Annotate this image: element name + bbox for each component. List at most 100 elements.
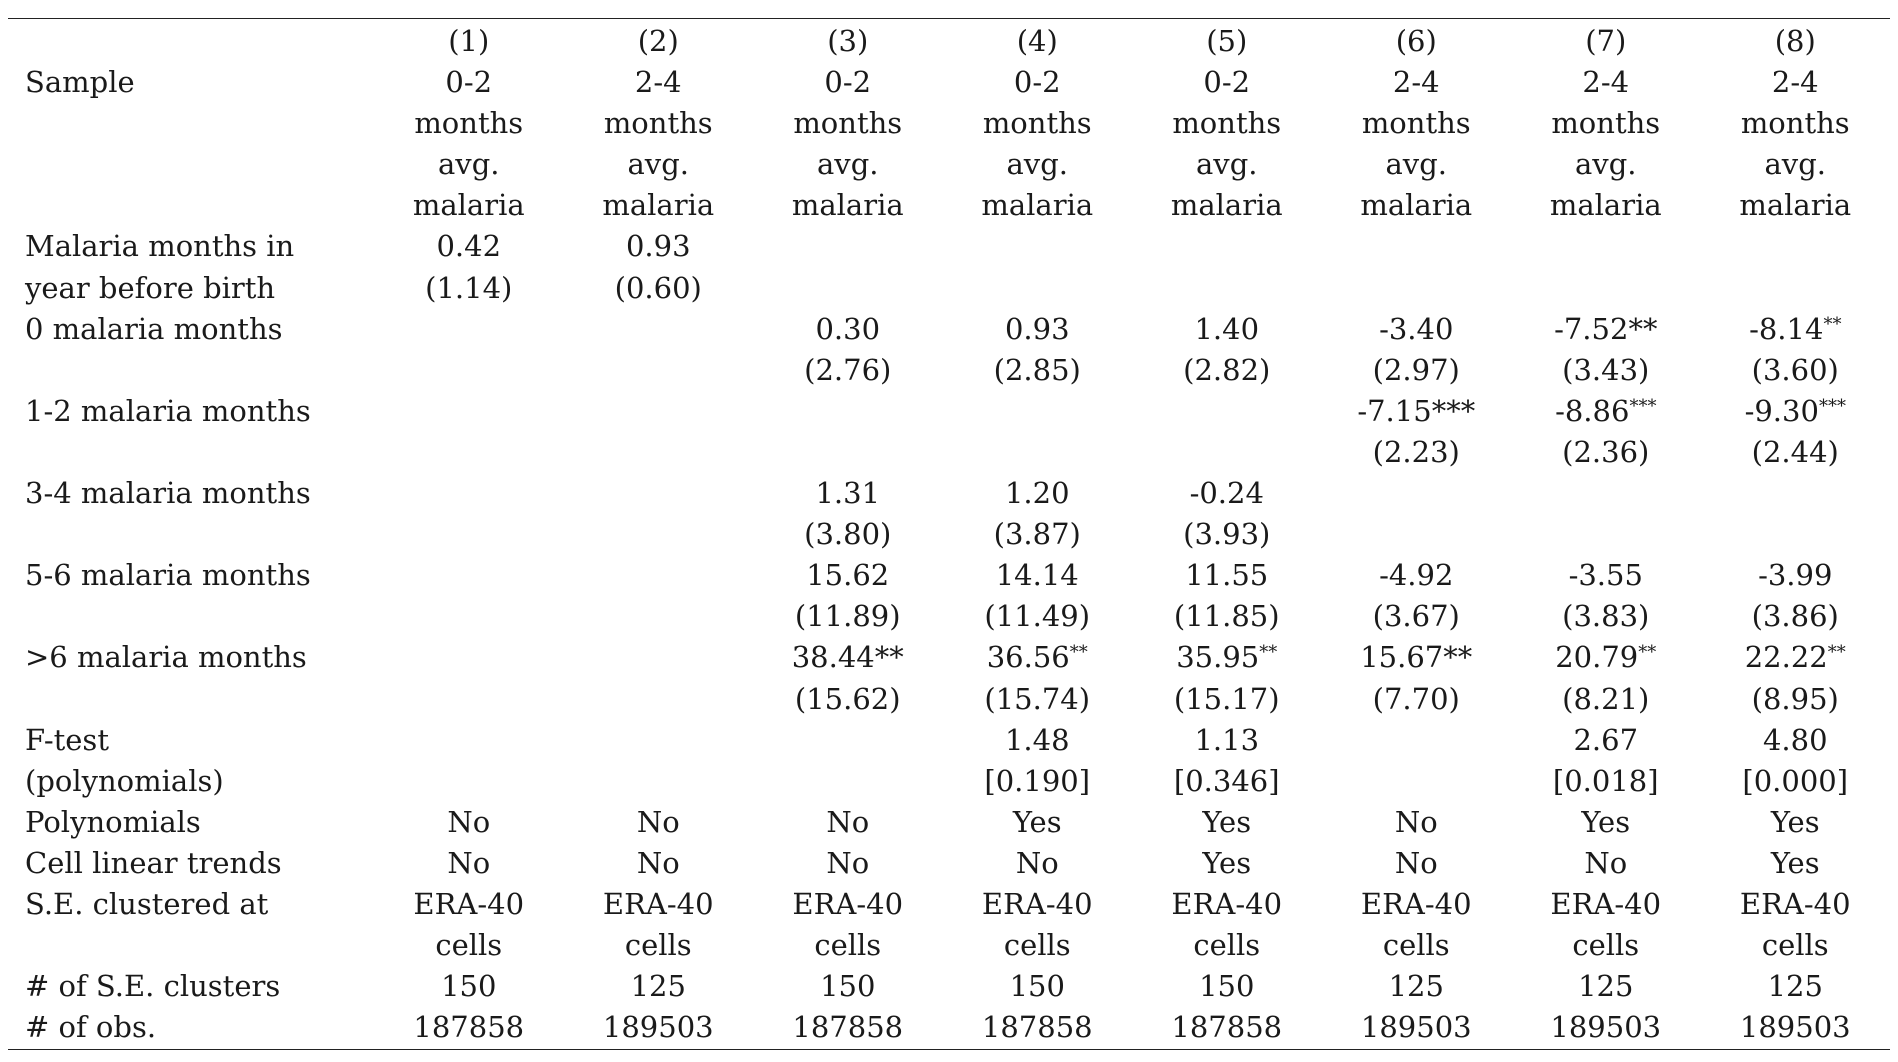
cell-col-1: months [414, 106, 524, 141]
cell-col-7: No [1584, 845, 1628, 880]
cell-col-1 [374, 309, 564, 350]
cell-col-6: -4.92 [1379, 558, 1454, 593]
cell-col-7: (3.83) [1562, 599, 1650, 634]
regression-table: (1) (2) (3) (4) (5) (6) (7) (8) Sample 0-2 2-4 0-2 0… [8, 21, 1890, 1048]
cell-col-8: 22.22** [1701, 637, 1891, 678]
cell-col-6: (7.70) [1372, 681, 1460, 716]
cell-col-3: (11.89) [794, 599, 901, 634]
cell-col-7: ERA-40 [1550, 886, 1662, 921]
cell-col-7: -7.52** [1511, 309, 1701, 350]
cell-col-6: ERA-40 [1360, 886, 1472, 921]
cell-col-2: 2-4 [634, 65, 682, 100]
cell-col-6 [1322, 720, 1512, 761]
table-row: months months months months months months mont… [8, 103, 1890, 144]
cut-off-table-title [0, 0, 1898, 8]
cell-col-8: avg. [1764, 147, 1826, 182]
row-label [8, 679, 374, 720]
cell-col-1 [374, 596, 564, 637]
table-row: malaria malaria malaria malaria malaria malar… [8, 185, 1890, 226]
cell-col-8: 2-4 [1771, 65, 1819, 100]
cell-col-2: avg. [627, 147, 689, 182]
cell-col-8: (8.95) [1751, 681, 1839, 716]
table-row: 1-2 malaria months -7.15*** -8.86*** -9.30*… [8, 391, 1890, 432]
cell-col-1: 187858 [413, 1010, 525, 1045]
cell-col-6: 189503 [1360, 1010, 1472, 1045]
cell-col-4 [943, 391, 1133, 432]
row-label: Polynomials [25, 804, 201, 839]
cell-col-6: (2.97) [1372, 352, 1460, 387]
cell-col-4: 1.48 [1004, 722, 1070, 757]
cell-col-8: 125 [1767, 969, 1823, 1004]
row-label: # of S.E. clusters [25, 969, 281, 1004]
cut-off-table-notes [24, 1052, 1884, 1062]
table-row: # of S.E. clusters 150 125 150 150 150 125 125 1… [8, 966, 1890, 1007]
significance-stars: ** [1069, 642, 1088, 664]
row-label: year before birth [25, 270, 276, 305]
cell-col-1: No [447, 804, 491, 839]
cell-col-4: 36.56** [943, 637, 1133, 678]
cell-col-2 [564, 679, 754, 720]
cell-col-1 [374, 473, 564, 514]
cell-col-5: avg. [1196, 147, 1258, 182]
cell-col-6: months [1361, 106, 1471, 141]
row-label: >6 malaria months [25, 640, 307, 675]
table-row: Cell linear trends No No No No Yes No No Yes [8, 843, 1890, 884]
coefficient-value: -9.30 [1744, 393, 1819, 428]
cell-col-7: (3.43) [1562, 352, 1650, 387]
cell-col-1 [374, 720, 564, 761]
table-row: 0 malaria months 0.30 0.93 1.40 -3.40 -7.52**… [8, 309, 1890, 350]
cell-col-3: ERA-40 [792, 886, 904, 921]
cell-col-4: months [982, 106, 1092, 141]
table-row: cells cells cells cells cells cells cells cells [8, 925, 1890, 966]
cell-col-1 [374, 761, 564, 802]
cell-col-3: (2.76) [804, 352, 892, 387]
cell-col-6 [1322, 473, 1512, 514]
cell-col-4: malaria [981, 188, 1094, 223]
table-row: (2.23) (2.36) (2.44) [8, 432, 1890, 473]
cell-col-4: 14.14 [995, 558, 1079, 593]
cell-col-7 [1511, 268, 1701, 309]
cell-col-2: 189503 [602, 1010, 714, 1045]
table-row: (11.89) (11.49) (11.85) (3.67) (3.83) (3.86) [8, 596, 1890, 637]
cell-col-2: No [636, 845, 680, 880]
coefficient-value: 35.95 [1176, 640, 1260, 675]
cell-col-6: avg. [1385, 147, 1447, 182]
cell-col-4: (4) [1016, 24, 1058, 58]
cell-col-4: ERA-40 [981, 886, 1093, 921]
cell-col-6: No [1394, 845, 1438, 880]
significance-stars: *** [1431, 393, 1476, 428]
cell-col-2 [564, 514, 754, 555]
cell-col-1: ERA-40 [413, 886, 525, 921]
cell-col-1 [374, 555, 564, 596]
cell-col-4: 0.93 [1004, 311, 1070, 346]
cell-col-7 [1511, 226, 1701, 267]
significance-stars: ** [1827, 642, 1846, 664]
cell-col-2: 125 [630, 969, 686, 1004]
table-row: Malaria months in 0.42 0.93 [8, 226, 1890, 267]
cell-col-7: (7) [1585, 24, 1627, 58]
cell-col-4: 187858 [981, 1010, 1093, 1045]
cell-col-1 [374, 514, 564, 555]
cell-col-5: 150 [1199, 969, 1255, 1004]
cell-col-1: 150 [441, 969, 497, 1004]
cell-col-1: No [447, 845, 491, 880]
cell-col-1: 0.42 [436, 229, 502, 264]
cell-col-5: 187858 [1171, 1010, 1283, 1045]
cell-col-3: cells [814, 928, 882, 963]
coefficient-value: -7.15 [1357, 393, 1432, 428]
cell-col-6: 2-4 [1392, 65, 1440, 100]
cell-col-5: (2.82) [1183, 352, 1271, 387]
regression-table-body: (1) (2) (3) (4) (5) (6) (7) (8) Sample 0-2 2-4 0-2 0… [8, 21, 1890, 1048]
cell-col-8: 4.80 [1762, 722, 1828, 757]
cell-col-6: malaria [1360, 188, 1473, 223]
cell-col-7: Yes [1581, 804, 1631, 839]
row-label: (polynomials) [25, 763, 224, 798]
cell-col-8: (3.60) [1751, 352, 1839, 387]
cell-col-1: avg. [438, 147, 500, 182]
cell-col-6 [1322, 226, 1512, 267]
table-row: 3-4 malaria months 1.31 1.20 -0.24 [8, 473, 1890, 514]
cell-col-4: Yes [1012, 804, 1062, 839]
cell-col-4: (15.74) [984, 681, 1091, 716]
coefficient-value: 20.79 [1555, 640, 1639, 675]
row-label: 1-2 malaria months [25, 393, 311, 428]
